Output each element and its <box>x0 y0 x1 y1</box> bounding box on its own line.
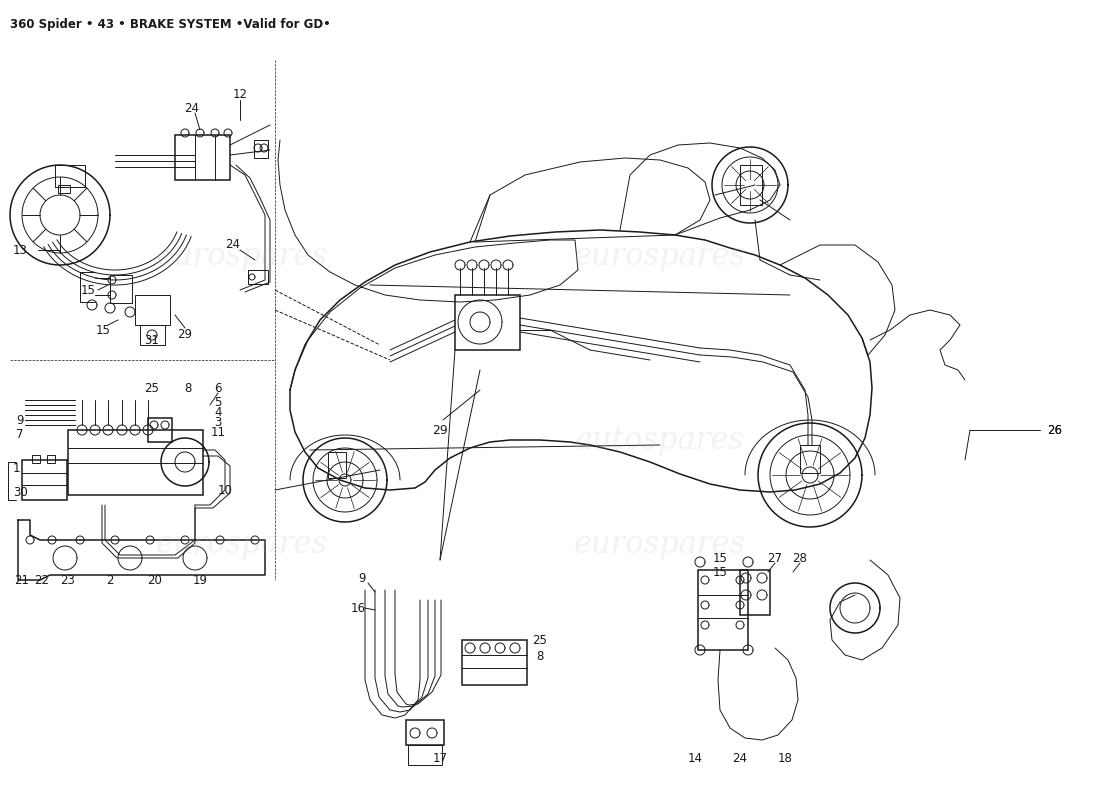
Bar <box>248 270 268 284</box>
Bar <box>68 430 204 495</box>
Text: 19: 19 <box>192 574 208 586</box>
Text: 5: 5 <box>214 395 222 409</box>
Text: 17: 17 <box>432 751 448 765</box>
Text: 31: 31 <box>144 334 159 346</box>
Text: 9: 9 <box>359 571 365 585</box>
Bar <box>254 140 268 158</box>
Text: 26: 26 <box>1047 423 1063 437</box>
Text: 8: 8 <box>185 382 191 394</box>
Text: autospares: autospares <box>575 425 745 455</box>
Bar <box>462 640 527 685</box>
Text: 29: 29 <box>177 329 192 342</box>
Text: 15: 15 <box>96 323 110 337</box>
Text: 6: 6 <box>214 382 222 394</box>
Bar <box>406 720 444 745</box>
Text: 24: 24 <box>226 238 241 251</box>
Text: 7: 7 <box>16 429 24 442</box>
Text: 15: 15 <box>713 551 727 565</box>
Text: 26: 26 <box>1047 423 1063 437</box>
Bar <box>32 455 40 463</box>
Text: 22: 22 <box>34 574 50 586</box>
Bar <box>110 275 132 303</box>
Bar <box>740 570 770 615</box>
Bar <box>740 165 762 205</box>
Bar <box>698 570 748 650</box>
Text: 12: 12 <box>232 89 248 102</box>
Text: 9: 9 <box>16 414 24 426</box>
Bar <box>455 295 520 350</box>
Text: 24: 24 <box>733 751 748 765</box>
Text: 28: 28 <box>793 551 807 565</box>
Text: 10: 10 <box>218 483 232 497</box>
Text: 30: 30 <box>13 486 28 498</box>
Bar <box>328 452 346 478</box>
Text: 360 Spider • 43 • BRAKE SYSTEM •Valid for GD•: 360 Spider • 43 • BRAKE SYSTEM •Valid fo… <box>10 18 331 31</box>
Bar <box>800 445 820 473</box>
Bar <box>47 455 55 463</box>
Text: 15: 15 <box>80 283 96 297</box>
Text: 29: 29 <box>432 423 448 437</box>
Bar <box>140 325 165 345</box>
Text: eurospares: eurospares <box>156 529 328 559</box>
Bar <box>55 165 85 187</box>
Text: 2: 2 <box>107 574 113 586</box>
Text: 23: 23 <box>60 574 76 586</box>
Text: 13: 13 <box>12 243 28 257</box>
Text: eurospares: eurospares <box>574 529 746 559</box>
Text: 14: 14 <box>688 751 703 765</box>
Text: 8: 8 <box>537 650 543 662</box>
Text: 27: 27 <box>768 551 782 565</box>
Bar <box>22 460 67 500</box>
Text: 21: 21 <box>14 574 30 586</box>
Bar <box>175 135 230 180</box>
Text: 4: 4 <box>214 406 222 418</box>
Bar <box>148 418 172 442</box>
Bar <box>58 185 70 193</box>
Text: 25: 25 <box>532 634 548 646</box>
Text: 1: 1 <box>13 462 21 474</box>
Text: eurospares: eurospares <box>574 241 746 271</box>
Text: 15: 15 <box>713 566 727 578</box>
Text: 24: 24 <box>185 102 199 114</box>
Bar <box>135 295 170 325</box>
Text: 25: 25 <box>144 382 159 394</box>
Text: 11: 11 <box>210 426 225 438</box>
Text: 3: 3 <box>214 415 222 429</box>
Text: 20: 20 <box>147 574 163 586</box>
Bar <box>408 745 442 765</box>
Text: 18: 18 <box>778 751 792 765</box>
Text: 16: 16 <box>351 602 365 614</box>
Text: eurospares: eurospares <box>156 241 328 271</box>
